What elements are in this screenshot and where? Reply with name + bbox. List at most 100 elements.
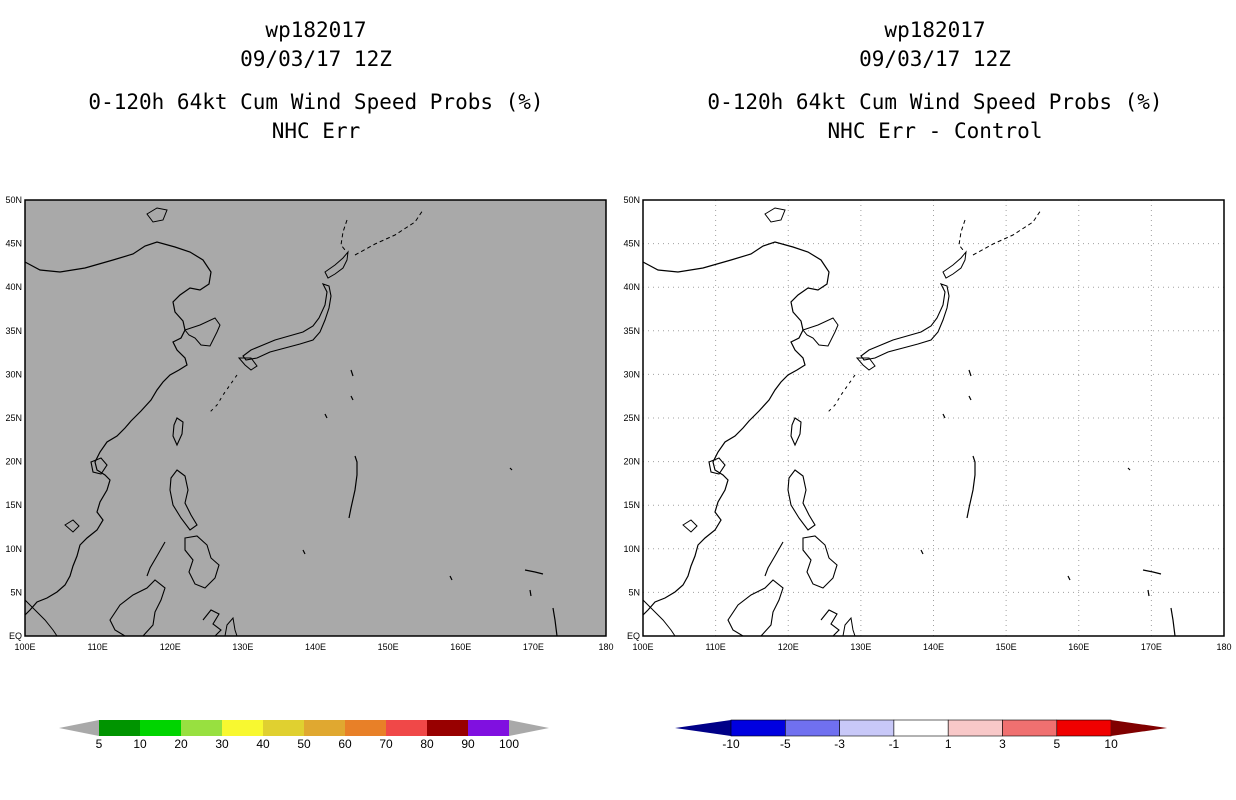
product-name: 0-120h 64kt Cum Wind Speed Probs (%) bbox=[88, 90, 544, 114]
lat-label: 10N bbox=[623, 544, 640, 554]
left-lat-labels: EQ 5N 10N 15N 20N 25N 30N 35N 40N 45N 50N bbox=[5, 195, 22, 641]
colorbar-label: 100 bbox=[499, 737, 519, 751]
forecast-date: 09/03/17 12Z bbox=[240, 47, 392, 71]
lat-label: 45N bbox=[5, 239, 22, 249]
colorbar-swatch bbox=[304, 720, 345, 736]
colorbar-label: 40 bbox=[256, 737, 270, 751]
colorbar-swatch bbox=[1056, 719, 1112, 737]
colorbar-label: -3 bbox=[834, 737, 845, 751]
lon-label: 140E bbox=[305, 642, 326, 652]
lat-label: 30N bbox=[5, 369, 22, 379]
colorbar-low-arrow bbox=[59, 720, 99, 736]
lat-label: 25N bbox=[623, 413, 640, 423]
colorbar-swatch bbox=[222, 720, 263, 736]
colorbar-label: 70 bbox=[379, 737, 393, 751]
lon-label: 120E bbox=[778, 642, 799, 652]
colorbar-swatch bbox=[730, 719, 786, 737]
colorbar-label: -1 bbox=[889, 737, 900, 751]
lon-label: 120E bbox=[160, 642, 181, 652]
right-colorbar: -10 -5 -3 -1 1 3 5 10 bbox=[675, 719, 1168, 751]
right-lat-labels: EQ 5N 10N 15N 20N 25N 30N 35N 40N 45N 50N bbox=[623, 195, 640, 641]
colorbar-swatch bbox=[345, 720, 386, 736]
colorbar-high-arrow bbox=[509, 720, 549, 736]
lat-label: EQ bbox=[627, 631, 640, 641]
colorbar-label: 3 bbox=[999, 737, 1006, 751]
colorbar-swatch bbox=[181, 720, 222, 736]
lon-label: 160E bbox=[450, 642, 471, 652]
colorbar-swatch bbox=[386, 720, 427, 736]
lon-label: 130E bbox=[232, 642, 253, 652]
lon-label: 170E bbox=[1141, 642, 1162, 652]
left-map: EQ 5N 10N 15N 20N 25N 30N 35N 40N 45N 50N 100E 110E… bbox=[5, 195, 613, 652]
lon-label: 140E bbox=[923, 642, 944, 652]
storm-id: wp182017 bbox=[884, 18, 986, 42]
right-map-gridlines bbox=[643, 200, 1224, 636]
colorbar-swatch bbox=[99, 720, 140, 736]
lon-label: 180 bbox=[598, 642, 613, 652]
lat-label: 50N bbox=[5, 195, 22, 205]
lat-label: 20N bbox=[5, 457, 22, 467]
colorbar-high-arrow bbox=[1111, 720, 1168, 736]
lat-label: 50N bbox=[623, 195, 640, 205]
colorbar-label: 80 bbox=[420, 737, 434, 751]
lat-label: 15N bbox=[623, 500, 640, 510]
colorbar-swatch bbox=[839, 719, 895, 737]
colorbar-label: 1 bbox=[945, 737, 952, 751]
colorbar-label: 10 bbox=[133, 737, 147, 751]
colorbar-label: 60 bbox=[338, 737, 352, 751]
colorbar-label: 10 bbox=[1104, 737, 1118, 751]
storm-id: wp182017 bbox=[265, 18, 367, 42]
colorbar-label: -10 bbox=[722, 737, 740, 751]
panel-subtitle: NHC Err bbox=[271, 119, 361, 143]
right-panel-title: wp182017 09/03/17 12Z 0-120h 64kt Cum Wi… bbox=[645, 16, 1225, 146]
right-lon-labels: 100E 110E 120E 130E 140E 150E 160E 170E 180 bbox=[632, 642, 1231, 652]
colorbar-label: 90 bbox=[461, 737, 475, 751]
colorbar-swatch bbox=[1002, 719, 1058, 737]
colorbar-label: 5 bbox=[96, 737, 103, 751]
lat-label: EQ bbox=[9, 631, 22, 641]
lat-label: 40N bbox=[623, 282, 640, 292]
colorbar-label: -5 bbox=[780, 737, 791, 751]
colorbar-low-arrow bbox=[675, 720, 731, 736]
lat-label: 5N bbox=[628, 587, 640, 597]
lon-label: 180 bbox=[1216, 642, 1231, 652]
colorbar-swatch bbox=[893, 719, 949, 737]
right-map-frame bbox=[642, 199, 1225, 637]
lon-label: 130E bbox=[850, 642, 871, 652]
colorbar-swatch bbox=[468, 720, 509, 736]
lat-label: 35N bbox=[623, 326, 640, 336]
colorbar-label: 50 bbox=[297, 737, 311, 751]
lat-label: 20N bbox=[623, 457, 640, 467]
colorbar-swatch bbox=[427, 720, 468, 736]
lat-label: 45N bbox=[623, 239, 640, 249]
colorbar-swatch bbox=[947, 719, 1003, 737]
lon-label: 160E bbox=[1068, 642, 1089, 652]
colorbar-label: 5 bbox=[1053, 737, 1060, 751]
lon-label: 150E bbox=[996, 642, 1017, 652]
lon-label: 110E bbox=[705, 642, 725, 652]
panel-subtitle: NHC Err - Control bbox=[827, 119, 1043, 143]
lat-label: 15N bbox=[5, 500, 22, 510]
left-map-frame bbox=[24, 199, 607, 637]
right-map: EQ 5N 10N 15N 20N 25N 30N 35N 40N 45N 50N 100E 110E… bbox=[623, 195, 1231, 652]
lon-label: 100E bbox=[14, 642, 35, 652]
lat-label: 30N bbox=[623, 369, 640, 379]
product-name: 0-120h 64kt Cum Wind Speed Probs (%) bbox=[707, 90, 1163, 114]
colorbar-label: 30 bbox=[215, 737, 229, 751]
lon-label: 170E bbox=[523, 642, 544, 652]
forecast-date: 09/03/17 12Z bbox=[859, 47, 1011, 71]
colorbar-swatch bbox=[784, 719, 840, 737]
lon-label: 150E bbox=[378, 642, 399, 652]
left-lon-labels: 100E 110E 120E 130E 140E 150E 160E 170E 180 bbox=[14, 642, 613, 652]
lat-label: 40N bbox=[5, 282, 22, 292]
lat-label: 10N bbox=[5, 544, 22, 554]
lat-label: 35N bbox=[5, 326, 22, 336]
colorbar-label: 20 bbox=[174, 737, 188, 751]
lat-label: 25N bbox=[5, 413, 22, 423]
left-map-background bbox=[25, 200, 606, 636]
colorbar-swatch bbox=[140, 720, 181, 736]
colorbar-swatch bbox=[263, 720, 304, 736]
lon-label: 100E bbox=[632, 642, 653, 652]
left-colorbar: 5 10 20 30 40 50 60 70 80 90 100 bbox=[59, 720, 549, 751]
